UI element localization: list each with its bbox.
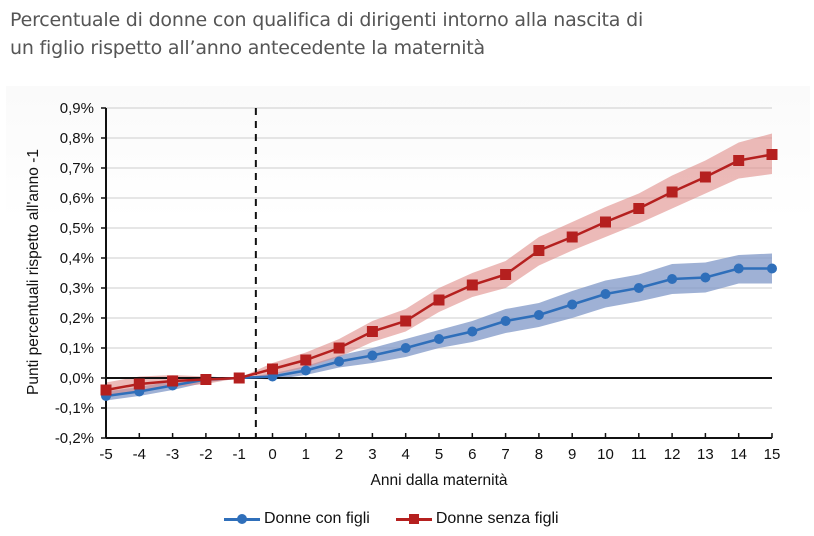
- data-point-square: [666, 186, 678, 198]
- data-point-square: [500, 269, 512, 280]
- y-tick-label: 0,4%: [60, 250, 94, 267]
- x-tick-label: 14: [730, 446, 747, 463]
- data-point-square: [400, 315, 412, 327]
- data-point-square: [433, 294, 445, 306]
- gridlines: [106, 107, 772, 409]
- legend-item-donne-con-figli: Donne con figli: [224, 510, 370, 528]
- y-tick-label: -0,2%: [55, 430, 94, 447]
- y-tick-label: 0,6%: [60, 190, 94, 207]
- y-tick-label: 0,2%: [60, 310, 94, 327]
- x-tick-label: 8: [535, 446, 543, 463]
- data-point-square: [366, 326, 378, 337]
- data-point-circle: [300, 365, 311, 376]
- y-tick-label: -0,1%: [55, 400, 94, 417]
- y-tick-label: 0,3%: [60, 280, 94, 297]
- x-tick-label: 6: [468, 446, 476, 463]
- data-point-circle: [500, 316, 511, 326]
- series-lines: [100, 149, 778, 401]
- data-point-circle: [467, 326, 478, 337]
- x-tick-label: -5: [99, 446, 112, 463]
- x-tick-label: 10: [597, 446, 614, 463]
- data-point-circle: [334, 356, 345, 367]
- data-point-circle: [533, 310, 544, 320]
- x-tick-label: 1: [302, 446, 310, 463]
- data-point-circle: [434, 334, 444, 344]
- data-point-square: [766, 149, 778, 160]
- chart-legend: Donne con figli Donne senza figli: [224, 510, 559, 528]
- chart-title-line-1: Percentuale di donne con qualifica di di…: [10, 9, 644, 31]
- x-tick-label: 12: [664, 446, 681, 463]
- data-point-square: [533, 245, 545, 256]
- x-tick-label: -3: [166, 446, 179, 463]
- data-point-square: [167, 375, 179, 387]
- data-point-circle: [667, 274, 678, 284]
- data-point-circle: [600, 289, 611, 299]
- y-axis-tick-labels: -0,2% -0,1% 0,0% 0,1% 0,2% 0,3% 0,4% 0,5% 0,6% 0,…: [55, 100, 94, 447]
- y-axis-title: Punti percentuali rispetto all'anno -1: [25, 149, 42, 395]
- data-point-square: [733, 155, 745, 166]
- data-point-square: [300, 354, 312, 366]
- chart-title: Percentuale di donne con qualifica di di…: [10, 6, 790, 62]
- data-point-circle: [367, 350, 378, 361]
- axes: [101, 107, 773, 439]
- data-point-square: [200, 374, 212, 385]
- data-point-square: [100, 384, 112, 396]
- x-tick-label: 11: [631, 446, 647, 463]
- chart-title-line-2: un figlio rispetto all’anno antecedente …: [10, 37, 485, 59]
- y-tick-label: 0,1%: [60, 340, 94, 357]
- x-tick-label: -2: [199, 446, 212, 463]
- x-tick-label: 4: [402, 446, 410, 463]
- y-tick-label: 0,5%: [60, 220, 94, 237]
- x-tick-label: 5: [435, 446, 443, 463]
- data-point-circle: [633, 283, 644, 293]
- data-point-square: [233, 372, 245, 384]
- x-tick-label: 3: [368, 446, 376, 463]
- x-tick-label: 15: [764, 446, 781, 463]
- legend-item-donne-senza-figli: Donne senza figli: [395, 510, 559, 528]
- legend-label: Donne senza figli: [435, 510, 559, 527]
- data-point-square: [133, 378, 145, 390]
- data-point-circle: [733, 263, 744, 274]
- x-tick-label: 7: [501, 446, 509, 463]
- data-point-square: [699, 171, 711, 183]
- legend-label: Donne con figli: [264, 510, 370, 527]
- x-axis-title: Anni dalla maternità: [371, 472, 508, 489]
- data-point-circle: [567, 299, 578, 310]
- y-tick-label: 0,0%: [60, 370, 94, 387]
- data-point-square: [600, 216, 611, 228]
- x-tick-label: -4: [133, 446, 146, 463]
- data-point-circle: [767, 263, 777, 274]
- x-tick-label: 13: [697, 446, 714, 463]
- x-tick-label: 2: [335, 446, 343, 463]
- confidence-bands: [106, 133, 772, 401]
- x-tick-label: -1: [233, 446, 246, 463]
- x-tick-label: 0: [268, 446, 276, 463]
- y-tick-label: 0,8%: [60, 130, 94, 147]
- data-point-circle: [400, 343, 411, 353]
- red-square-marker-icon: [395, 513, 432, 525]
- data-point-square: [466, 279, 478, 291]
- data-point-square: [333, 342, 345, 354]
- x-tick-label: 9: [568, 446, 576, 463]
- blue-circle-marker-icon: [224, 513, 260, 525]
- data-point-circle: [700, 272, 711, 283]
- data-point-square: [633, 203, 645, 214]
- data-point-square: [267, 363, 278, 375]
- y-tick-label: 0,7%: [60, 160, 94, 177]
- y-tick-label: 0,9%: [60, 100, 94, 117]
- x-axis-tick-labels: -5 -4 -3 -2 -1 0 1 2 3 4 5 6 7 8 9 10 11 12 13 14 15: [99, 446, 780, 463]
- data-point-square: [566, 231, 578, 243]
